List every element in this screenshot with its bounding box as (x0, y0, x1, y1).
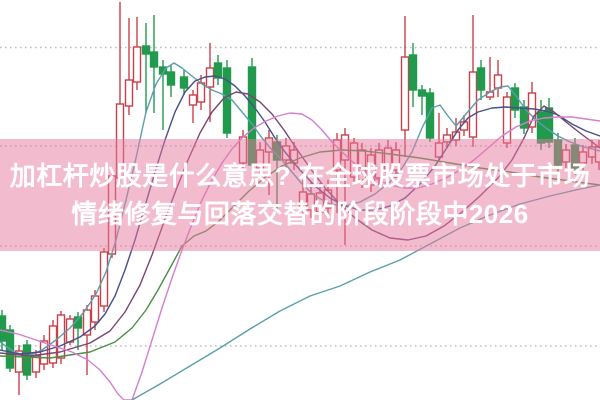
candle-body (31, 355, 41, 373)
candle-body (22, 344, 32, 376)
candle-body (39, 340, 49, 365)
headline-banner: 加杠杆炒股是什么意思? 在全球股票市场处于市场 情绪修复与回落交替的阶段阶段中2… (0, 139, 600, 251)
candle-body (213, 62, 223, 79)
candle-body (417, 89, 427, 97)
candle-body (468, 71, 478, 138)
candle-body (196, 82, 206, 103)
candle-body (14, 350, 24, 373)
candle-body (400, 56, 410, 131)
headline-line-2: 情绪修复与回落交替的阶段阶段中2026 (71, 199, 529, 229)
candle-body (82, 309, 92, 336)
candle-body (149, 51, 159, 68)
candle-body (132, 46, 142, 83)
candle-body (408, 54, 418, 91)
headline-line-1: 加杠杆炒股是什么意思? 在全球股票市场处于市场 (9, 161, 591, 191)
candle-body (476, 67, 486, 91)
candle-body (188, 94, 198, 106)
candle-body (205, 67, 215, 88)
candle-body (141, 45, 151, 55)
candle-body (124, 79, 134, 107)
candle-body (502, 96, 512, 144)
candle-body (222, 67, 232, 134)
candle-body (0, 315, 7, 342)
candle-body (99, 251, 109, 307)
candle-body (179, 76, 189, 89)
candle-body (493, 74, 503, 89)
candle-body (527, 92, 537, 128)
candle-body (425, 92, 435, 139)
candle-body (166, 71, 176, 86)
